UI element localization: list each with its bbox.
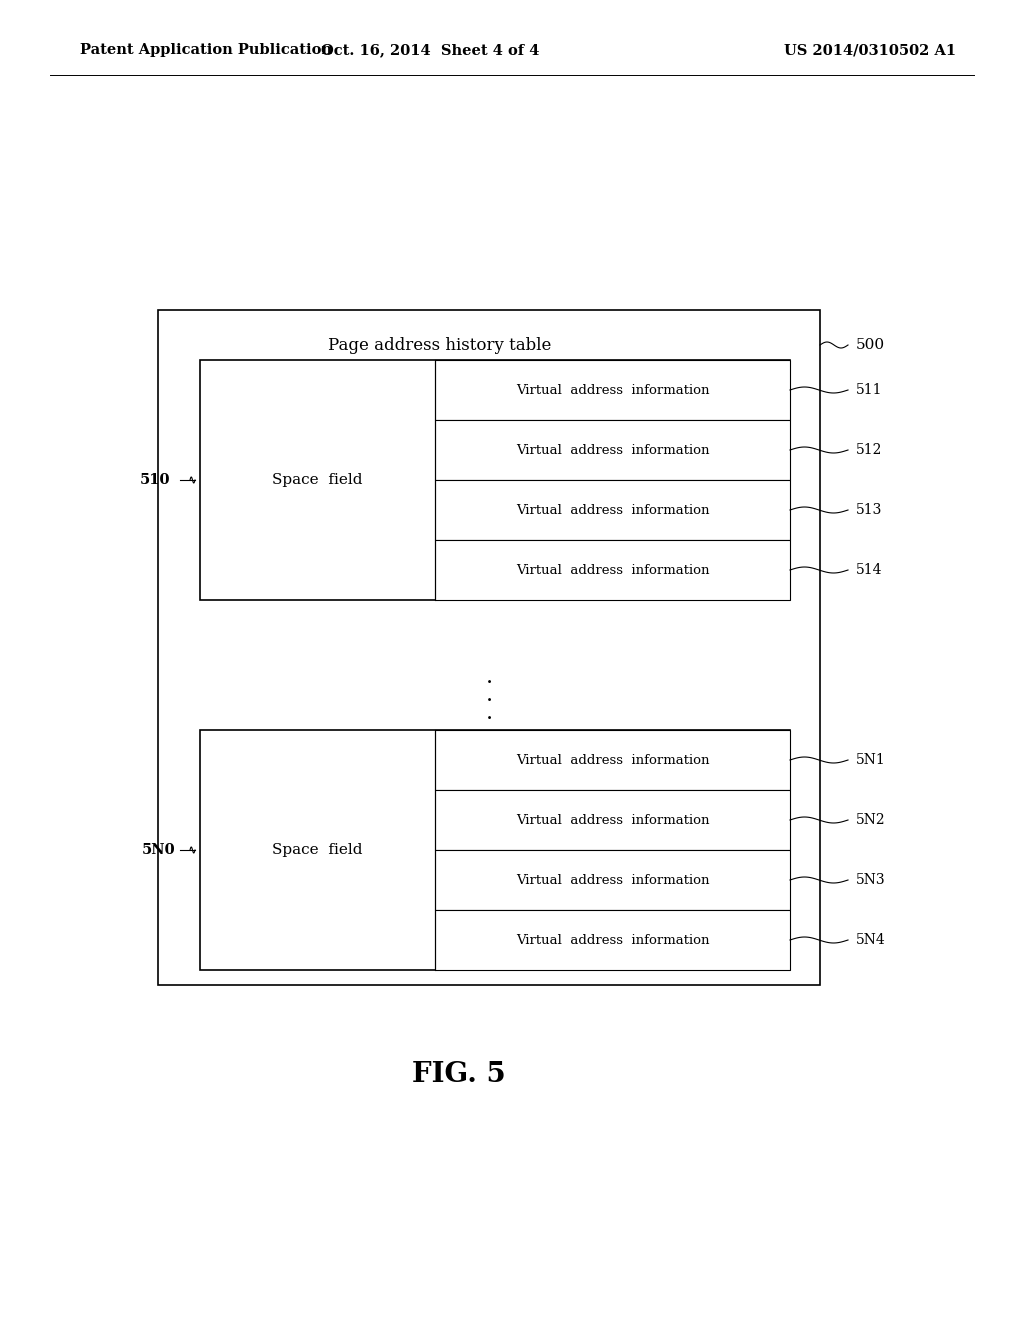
Bar: [158, 310, 820, 985]
Text: Virtual  address  information: Virtual address information: [516, 813, 710, 826]
Text: Oct. 16, 2014  Sheet 4 of 4: Oct. 16, 2014 Sheet 4 of 4: [321, 44, 540, 57]
Text: Page address history table: Page address history table: [328, 337, 551, 354]
Text: .: .: [485, 684, 493, 706]
Text: Virtual  address  information: Virtual address information: [516, 933, 710, 946]
Text: 511: 511: [856, 383, 883, 397]
Text: 510: 510: [139, 473, 170, 487]
Text: Virtual  address  information: Virtual address information: [516, 754, 710, 767]
Bar: [435, 480, 790, 540]
Text: 500: 500: [856, 338, 885, 352]
Text: 5N3: 5N3: [856, 873, 886, 887]
Bar: [435, 789, 790, 850]
Text: Virtual  address  information: Virtual address information: [516, 874, 710, 887]
Text: 514: 514: [856, 564, 883, 577]
Text: .: .: [485, 702, 493, 723]
Text: Space  field: Space field: [272, 473, 362, 487]
Text: 5N2: 5N2: [856, 813, 886, 828]
Text: Space  field: Space field: [272, 843, 362, 857]
Bar: [435, 420, 790, 480]
Bar: [435, 850, 790, 909]
Text: Virtual  address  information: Virtual address information: [516, 384, 710, 396]
Text: US 2014/0310502 A1: US 2014/0310502 A1: [784, 44, 956, 57]
Text: 512: 512: [856, 444, 883, 457]
Bar: [435, 909, 790, 970]
Text: 5N1: 5N1: [856, 752, 886, 767]
Text: .: .: [485, 667, 493, 688]
Text: FIG. 5: FIG. 5: [412, 1061, 506, 1089]
Bar: [435, 730, 790, 789]
Bar: [435, 540, 790, 601]
Bar: [200, 360, 790, 601]
Text: Virtual  address  information: Virtual address information: [516, 444, 710, 457]
Text: 5N0: 5N0: [141, 843, 175, 857]
Bar: [200, 730, 790, 970]
Bar: [435, 360, 790, 420]
Text: Virtual  address  information: Virtual address information: [516, 564, 710, 577]
Text: 513: 513: [856, 503, 883, 517]
Text: Patent Application Publication: Patent Application Publication: [80, 44, 332, 57]
Text: 5N4: 5N4: [856, 933, 886, 946]
Text: Virtual  address  information: Virtual address information: [516, 503, 710, 516]
